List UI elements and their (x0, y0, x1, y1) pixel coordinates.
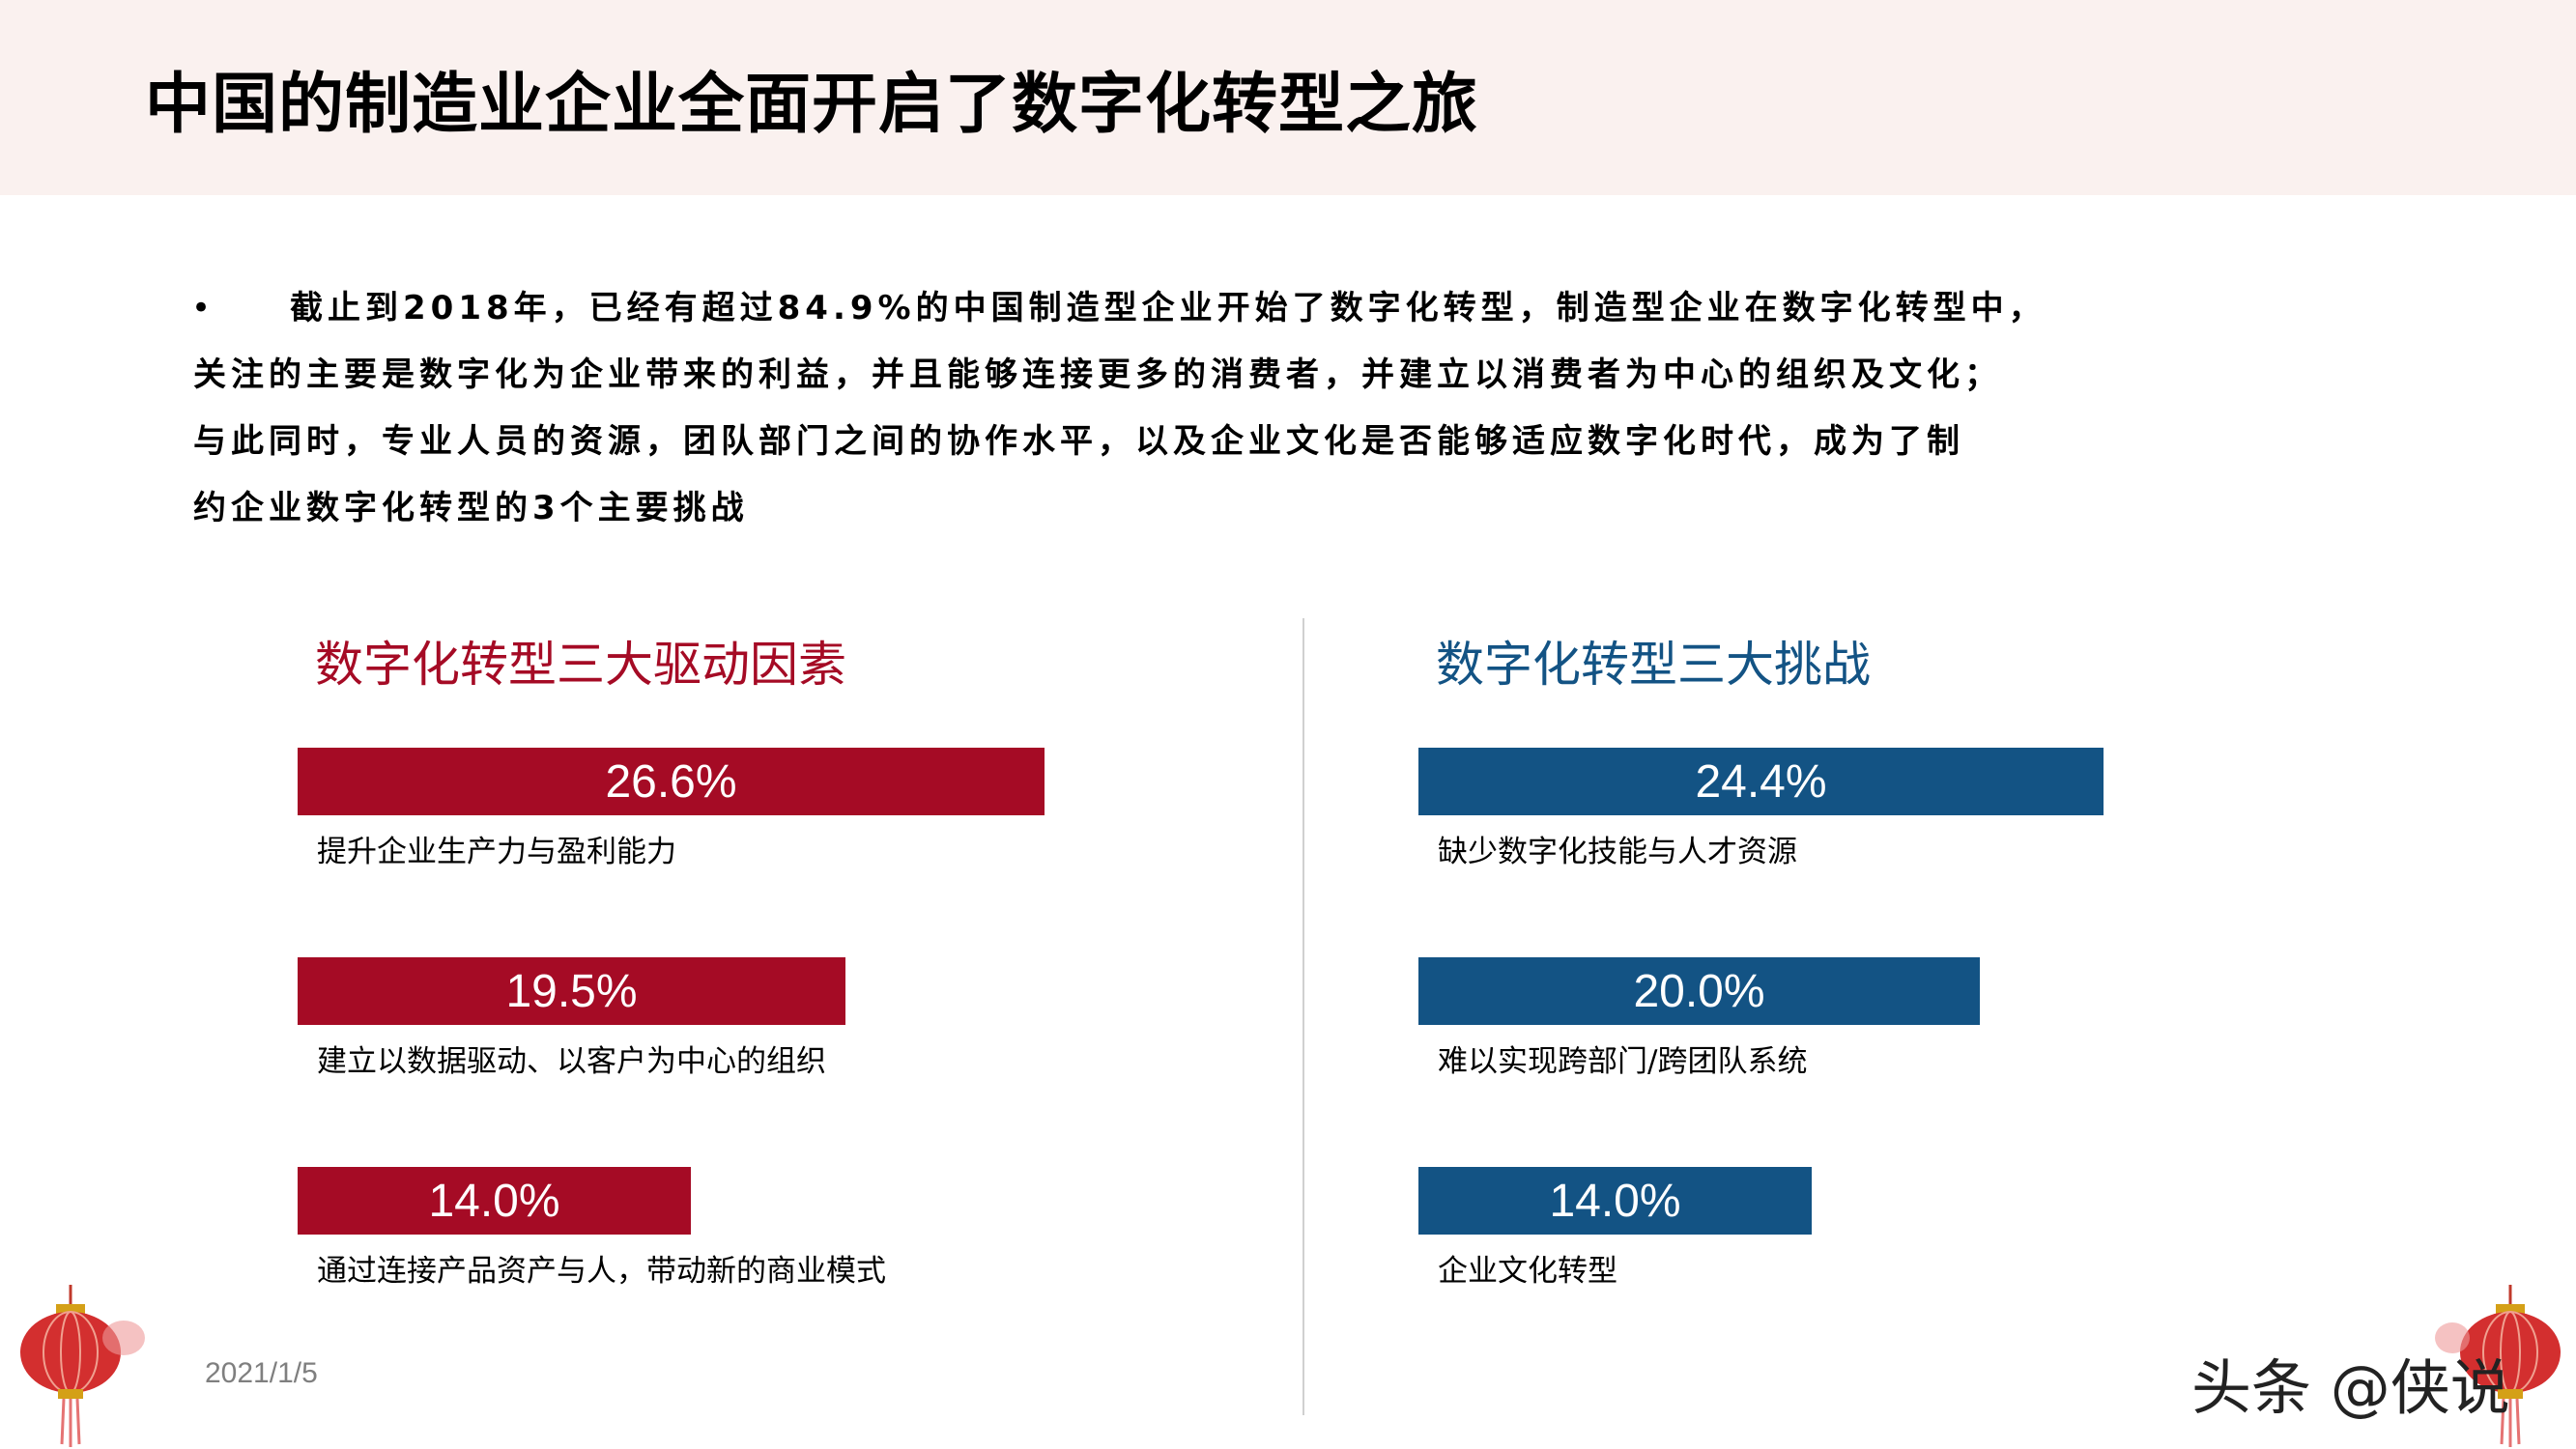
bar-0-1: 19.5% (298, 957, 845, 1025)
watermark-text: 头条 @侠说 (2191, 1352, 2510, 1423)
bar-value-label-0-1: 19.5% (505, 965, 638, 1017)
bar-1-2: 14.0% (1418, 1167, 1812, 1235)
bar-0-0: 26.6% (298, 748, 1045, 815)
intro-line-2: 关注的主要是数字化为企业带来的利益，并且能够连接更多的消费者，并建立以消费者为中… (193, 355, 2002, 394)
chart-title-1: 数字化转型三大挑战 (1436, 637, 1871, 693)
bar-category-label-1-1: 难以实现跨部门/跨团队系统 (1438, 1044, 1808, 1079)
intro-line-1-text: 截止到2018年，已经有超过84.9%的中国制造型企业开始了数字化转型，制造型企… (290, 289, 2046, 327)
intro-line-3: 与此同时，专业人员的资源，团队部门之间的协作水平，以及企业文化是否能够适应数字化… (193, 422, 1964, 461)
center-divider (1302, 618, 1304, 1415)
bar-value-label-1-2: 14.0% (1549, 1175, 1681, 1227)
bar-category-label-0-1: 建立以数据驱动、以客户为中心的组织 (317, 1044, 826, 1079)
intro-line-4: 约企业数字化转型的3个主要挑战 (193, 489, 749, 527)
lantern-right-icon (2435, 1285, 2561, 1447)
page-title: 中国的制造业企业全面开启了数字化转型之旅 (145, 67, 1479, 143)
bar-category-label-0-2: 通过连接产品资产与人，带动新的商业模式 (317, 1254, 886, 1289)
bar-value-label-0-2: 14.0% (428, 1175, 560, 1227)
intro-line-1: 截止到2018年，已经有超过84.9%的中国制造型企业开始了数字化转型，制造型企… (193, 275, 2445, 342)
bar-category-label-1-0: 缺少数字化技能与人才资源 (1438, 835, 1797, 869)
bullet-point: • (191, 289, 212, 327)
title-band (0, 0, 2576, 195)
bar-category-label-1-2: 企业文化转型 (1438, 1254, 1617, 1289)
bar-value-label-1-1: 20.0% (1633, 965, 1765, 1017)
chart-title-0: 数字化转型三大驱动因素 (315, 637, 846, 693)
bar-value-label-0-0: 26.6% (605, 755, 737, 808)
footer-date: 2021/1/5 (205, 1357, 318, 1389)
lantern-left-icon (20, 1285, 145, 1447)
bar-category-label-0-0: 提升企业生产力与盈利能力 (317, 835, 676, 869)
bar-value-label-1-0: 24.4% (1695, 755, 1827, 808)
bar-1-1: 20.0% (1418, 957, 1980, 1025)
bar-1-0: 24.4% (1418, 748, 2104, 815)
bar-0-2: 14.0% (298, 1167, 691, 1235)
intro-paragraph: 截止到2018年，已经有超过84.9%的中国制造型企业开始了数字化转型，制造型企… (193, 275, 2445, 542)
